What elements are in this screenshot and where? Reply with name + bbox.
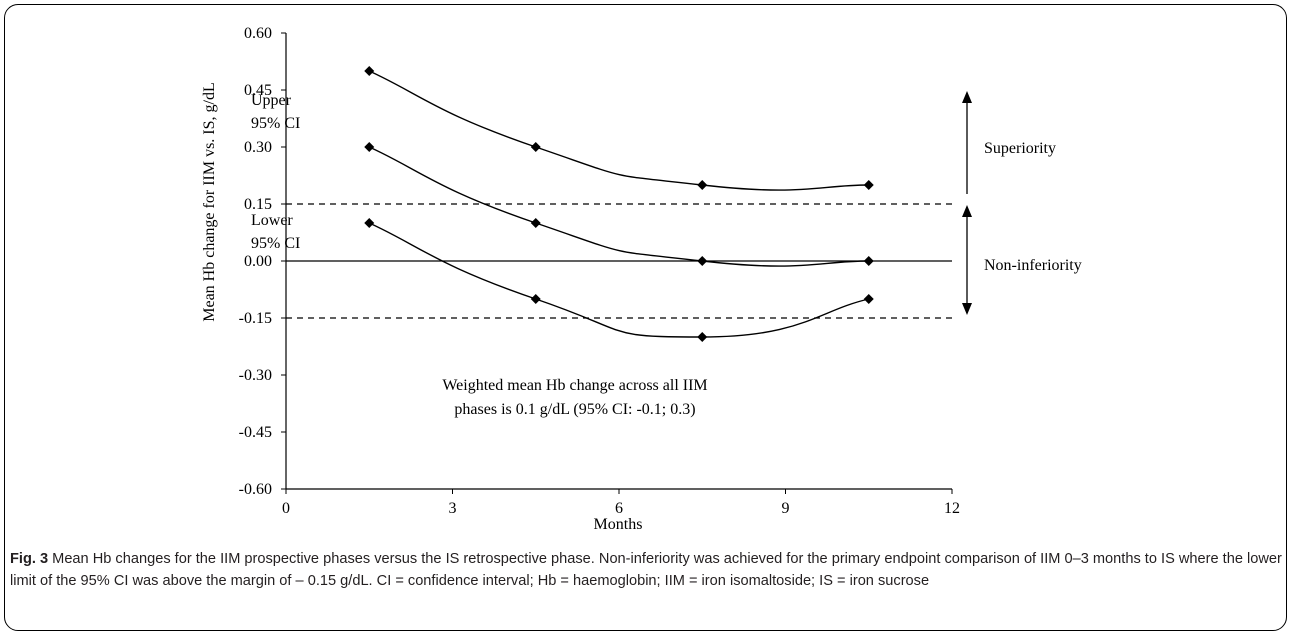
y-axis-label: Mean Hb change for IIM vs. IS, g/dL — [201, 82, 218, 322]
x-tick-label: 3 — [449, 500, 457, 517]
data-point — [863, 256, 874, 266]
data-point — [364, 142, 375, 152]
data-point — [530, 142, 541, 152]
data-point — [530, 294, 541, 304]
data-point — [697, 332, 708, 342]
series-line-3 — [368, 222, 869, 338]
data-point — [530, 218, 541, 228]
annotation-line2: phases is 0.1 g/dL (95% CI: -0.1; 0.3) — [454, 401, 695, 418]
superiority-label: Superiority — [984, 140, 1056, 157]
lower-ci-label-line2: 95% CI — [251, 235, 300, 252]
superiority-arrow — [962, 91, 972, 194]
tick-labels: 0.60 0.45 0.30 0.15 0.00 -0.15 -0.30 -0.45 -0.60… — [239, 25, 960, 517]
upper-ci-label-line2: 95% CI — [251, 115, 300, 132]
x-tick-label: 12 — [944, 500, 960, 517]
y-tick-label: 0.30 — [244, 139, 272, 156]
y-tick-label: -0.15 — [239, 310, 272, 327]
non-inferiority-arrow — [962, 205, 972, 315]
x-axis-label: Months — [594, 516, 643, 533]
annotations: Mean Hb change for IIM vs. IS, g/dL Mont… — [201, 82, 1082, 533]
y-tick-label: 0.00 — [244, 253, 272, 270]
reference-lines — [286, 203, 952, 319]
upper-ci-label-line1: Upper — [251, 92, 292, 109]
caption-label: Fig. 3 — [10, 551, 49, 567]
y-tick-label: 0.15 — [244, 196, 272, 213]
non-inferiority-label: Non-inferiority — [984, 257, 1082, 274]
chart-series — [364, 66, 874, 342]
series-line-1 — [368, 70, 869, 191]
data-point — [364, 218, 375, 228]
y-tick-label: 0.45 — [244, 82, 272, 99]
annotation-line1: Weighted mean Hb change across all IIM — [442, 377, 707, 394]
data-point — [863, 294, 874, 304]
data-point — [364, 66, 375, 76]
y-tick-label: 0.60 — [244, 25, 272, 42]
chart-axes — [281, 32, 953, 494]
y-tick-label: -0.60 — [239, 481, 272, 498]
x-tick-label: 9 — [782, 500, 790, 517]
figure-frame — [4, 4, 1287, 631]
data-point — [697, 180, 708, 190]
y-tick-label: -0.30 — [239, 367, 272, 384]
data-point — [863, 180, 874, 190]
lower-ci-label-line1: Lower — [251, 212, 293, 229]
data-point — [697, 256, 708, 266]
x-tick-label: 0 — [282, 500, 290, 517]
caption-text: Mean Hb changes for the IIM prospective … — [10, 551, 1282, 589]
x-tick-label: 6 — [615, 500, 623, 517]
chart: 0.60 0.45 0.30 0.15 0.00 -0.15 -0.30 -0.45 -0.60… — [201, 25, 1082, 533]
y-tick-label: -0.45 — [239, 424, 272, 441]
figure-caption: Fig. 3 Mean Hb changes for the IIM prosp… — [10, 548, 1282, 592]
series-line-2 — [368, 146, 869, 267]
